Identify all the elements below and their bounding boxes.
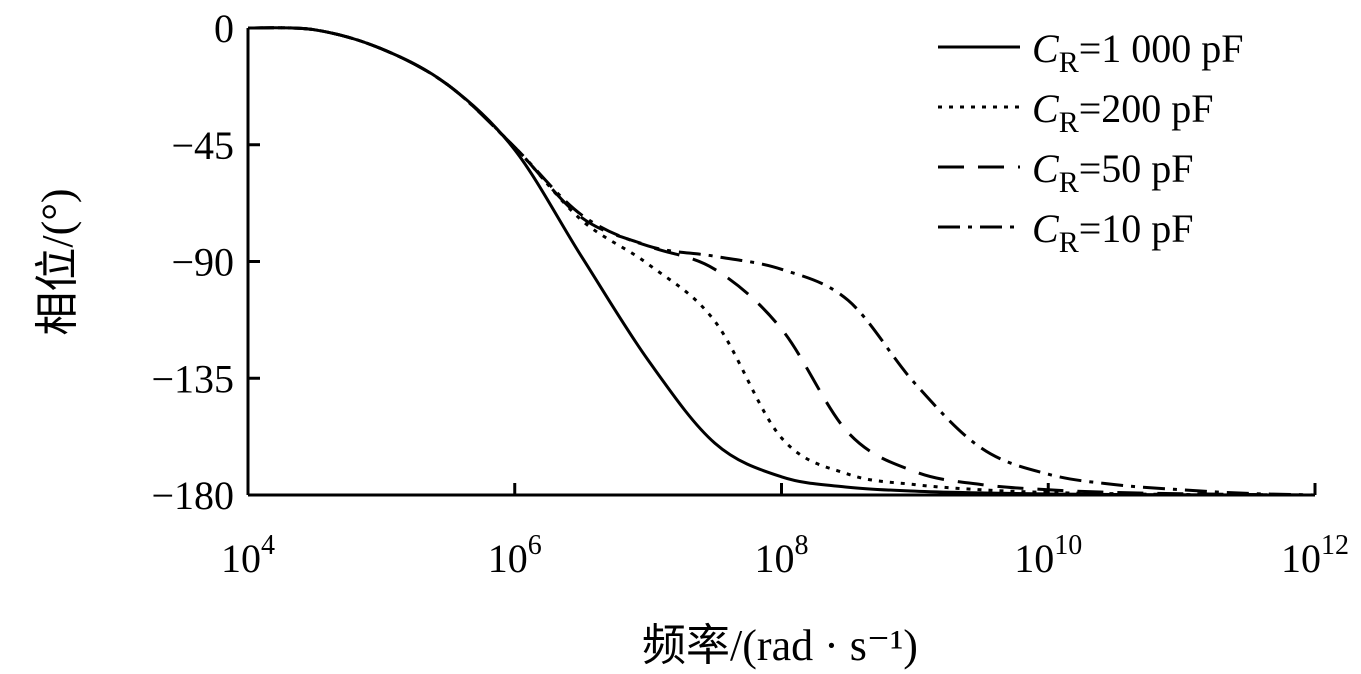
y-axis-title: 相位/(°) <box>33 188 82 335</box>
series-line-4 <box>247 26 1316 497</box>
y-tick-label: −90 <box>171 240 234 285</box>
y-tick-label: −180 <box>151 473 234 518</box>
x-tick-label: 1010 <box>1014 530 1082 581</box>
x-tick-label: 108 <box>755 530 809 581</box>
series-line-3 <box>247 26 1316 497</box>
legend-label: CR=50 pF <box>1032 146 1194 199</box>
legend: CR=1 000 pF CR=200 pF CR=50 pF CR=10 pF <box>938 26 1244 259</box>
y-tick-label: −45 <box>171 123 234 168</box>
x-tick-label: 104 <box>221 530 275 581</box>
x-axis-title: 频率/(rad · s⁻¹) <box>642 621 918 670</box>
axes: 0 −45 −90 −135 −180 104 106 108 1010 1012 <box>151 6 1349 581</box>
legend-label: CR=1 000 pF <box>1032 26 1244 79</box>
series-layer <box>247 26 1316 497</box>
x-tick-label: 1012 <box>1281 530 1349 581</box>
x-tick-label: 106 <box>488 530 542 581</box>
y-tick-label: −135 <box>151 356 234 401</box>
legend-label: CR=10 pF <box>1032 206 1194 259</box>
series-line-2 <box>247 26 1316 497</box>
legend-label: CR=200 pF <box>1032 86 1214 139</box>
y-tick-label: 0 <box>214 6 234 51</box>
